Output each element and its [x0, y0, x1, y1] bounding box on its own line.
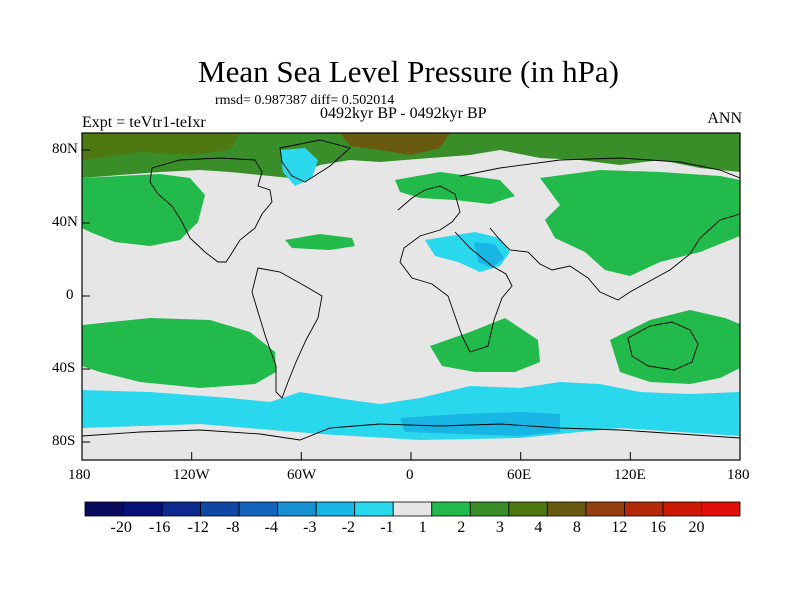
- colorbar-box-0: [84, 501, 124, 517]
- stats-text: rmsd= 0.987387 diff= 0.502014: [215, 93, 395, 108]
- tick-marks: [81, 149, 741, 460]
- colorbar-label: -8: [226, 519, 240, 536]
- colorbar-box-6: [315, 501, 356, 517]
- colorbar-box-9: [431, 501, 471, 517]
- colorbar-label: -16: [149, 519, 171, 536]
- lon-label-120e: 120E: [614, 467, 646, 483]
- colorbar-box-14: [624, 501, 664, 517]
- arctic-warm-patch: [82, 133, 240, 160]
- colorbar-box-13: [585, 501, 625, 517]
- lat-label-80s: 80S: [52, 433, 76, 449]
- colorbar-box-1: [123, 501, 163, 517]
- arctic-positive-region: [82, 133, 740, 178]
- colorbar-label: 20: [688, 519, 705, 536]
- greenland-coast: [279, 139, 351, 183]
- colorbar: [84, 501, 741, 517]
- lat-label-40s: 40S: [52, 360, 76, 376]
- europe-positive: [395, 172, 515, 204]
- north-pacific-positive: [82, 174, 205, 246]
- southern-ocean-mid: [400, 412, 560, 436]
- colorbar-label: -20: [110, 519, 132, 536]
- colorbar-box-2: [161, 501, 201, 517]
- australia-positive: [610, 310, 740, 384]
- colorbar-label: -12: [187, 519, 209, 536]
- colorbar-box-3: [200, 501, 240, 517]
- period-text: 0492kyr BP - 0492kyr BP: [320, 105, 487, 122]
- lon-label-60e: 60E: [507, 467, 532, 483]
- europe-africa-coast: [397, 185, 513, 353]
- lon-label-180-left: 180: [68, 467, 91, 483]
- lat-label-80n: 80N: [52, 141, 78, 157]
- colorbar-label: -1: [380, 519, 394, 536]
- south-atlantic-positive: [430, 318, 540, 372]
- south-america-coast: [251, 267, 323, 399]
- lon-label-0: 0: [406, 467, 414, 483]
- colorbar-box-11: [508, 501, 548, 517]
- colorbar-label: 4: [534, 519, 543, 536]
- colorbar-label: -4: [264, 519, 278, 536]
- pressure-field: [82, 133, 740, 460]
- colorbar-box-5: [277, 501, 317, 517]
- lat-label-40n: 40N: [52, 214, 78, 230]
- colorbar-label: -3: [303, 519, 317, 536]
- colorbar-label: -2: [341, 519, 356, 536]
- colorbar-box-16: [701, 501, 741, 517]
- arabia-strong-negative: [474, 242, 504, 268]
- asia-coast: [459, 157, 740, 301]
- colorbar-label: 1: [418, 519, 427, 536]
- coastlines: [82, 139, 740, 441]
- arctic-strong-region: [340, 133, 450, 155]
- colorbar-box-4: [238, 501, 279, 517]
- colorbar-label: 2: [457, 519, 466, 536]
- colorbar-label: 8: [572, 519, 581, 536]
- map-title: Mean Sea Level Pressure (in hPa): [198, 54, 619, 89]
- season-label: ANN: [707, 110, 742, 127]
- colorbar-box-10: [469, 501, 510, 517]
- colorbar-label: 3: [495, 519, 504, 536]
- antarctica-coast: [82, 423, 740, 441]
- colorbar-box-7: [354, 501, 394, 517]
- greenland-negative: [280, 148, 318, 186]
- north-america-coast: [149, 157, 273, 263]
- siberia-positive: [540, 170, 740, 276]
- colorbar-label: 16: [649, 519, 666, 536]
- experiment-label: Expt = teVtr1-teIxr: [82, 114, 206, 131]
- colorbar-box-12: [546, 501, 587, 517]
- south-pacific-positive: [82, 318, 276, 388]
- colorbar-box-8: [392, 501, 433, 517]
- australia-coast: [627, 321, 699, 371]
- lat-label-0: 0: [66, 287, 74, 303]
- lon-label-120w: 120W: [173, 467, 210, 483]
- colorbar-label: 12: [611, 519, 628, 536]
- lon-label-180-right: 180: [727, 467, 750, 483]
- north-atlantic-positive: [285, 234, 355, 250]
- lon-label-60w: 60W: [287, 467, 317, 483]
- colorbar-box-15: [662, 501, 702, 517]
